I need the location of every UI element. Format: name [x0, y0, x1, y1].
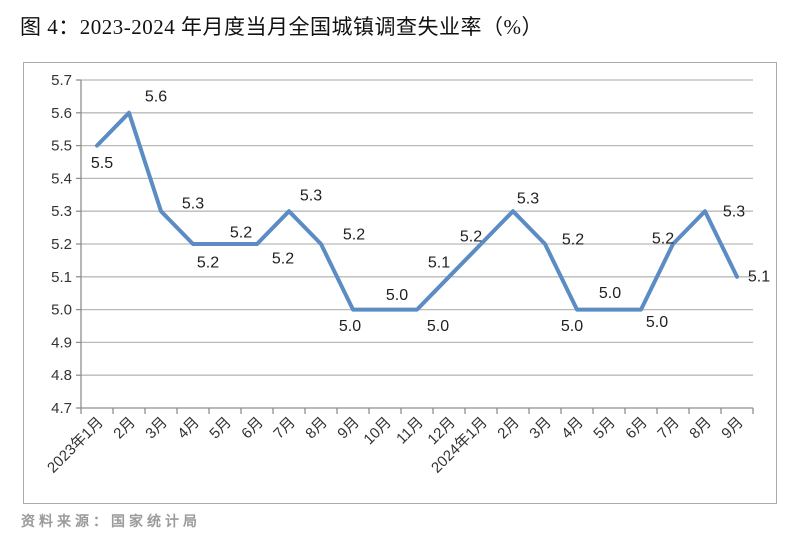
unemployment-rate-line-chart: 4.7 4.8 4.9 5.0 5.1 5.2 5.3 5.4 5.5 5.6 5.7 2023年1月…: [44, 72, 770, 477]
x-tick-label: 3月: [142, 414, 171, 443]
x-tick-label: 10月: [360, 414, 394, 448]
data-label: 5.0: [599, 285, 621, 302]
data-label: 5.0: [646, 314, 668, 331]
x-tick-label: 4月: [558, 414, 587, 443]
data-label: 5.3: [723, 204, 745, 221]
data-label: 5.0: [339, 318, 361, 335]
source-note: 资料来源：国家统计局: [21, 515, 201, 530]
x-tick-label: 8月: [686, 414, 715, 443]
y-tick-label: 4.7: [51, 400, 72, 417]
figure-title: 图 4：2023-2024 年月度当月全国城镇调查失业率（%）: [20, 15, 543, 39]
y-tick-label: 5.6: [51, 105, 72, 122]
x-tick-label: 2月: [494, 414, 523, 443]
y-tick-label: 4.9: [51, 334, 72, 351]
x-tick-label: 8月: [302, 414, 331, 443]
data-label: 5.1: [428, 254, 450, 271]
x-tick-label: 7月: [654, 414, 683, 443]
x-tick-label: 2月: [110, 414, 139, 443]
y-tick-label: 5.2: [51, 236, 72, 253]
chart-container: 4.7 4.8 4.9 5.0 5.1 5.2 5.3 5.4 5.5 5.6 5.7 2023年1月…: [23, 62, 777, 504]
x-tick-label: 5月: [590, 414, 619, 443]
data-label: 5.1: [748, 268, 770, 285]
x-tick-label: 6月: [622, 414, 651, 443]
x-tick-label: 11月: [393, 414, 427, 448]
data-label: 5.2: [272, 251, 294, 268]
data-label: 5.3: [182, 196, 204, 213]
data-label: 5.2: [652, 231, 674, 248]
data-label: 5.3: [300, 188, 322, 205]
y-tick-label: 5.7: [51, 72, 72, 89]
data-label: 5.3: [517, 191, 539, 208]
y-tick-label: 5.3: [51, 203, 72, 220]
x-tick-label: 9月: [718, 414, 747, 443]
x-tick-label: 2023年1月: [44, 414, 107, 477]
data-label: 5.0: [386, 287, 408, 304]
y-tick-label: 5.4: [51, 170, 72, 187]
data-label: 5.6: [145, 88, 167, 105]
x-tick-label: 3月: [526, 414, 555, 443]
data-label: 5.0: [427, 318, 449, 335]
x-tick-label: 9月: [334, 414, 363, 443]
data-label: 5.2: [460, 229, 482, 246]
series-line: [95, 110, 739, 312]
x-tick-label: 4月: [174, 414, 203, 443]
y-tick-label: 5.5: [51, 138, 72, 155]
data-label: 5.2: [343, 227, 365, 244]
data-label: 5.2: [230, 225, 252, 242]
y-tick-label: 5.1: [51, 269, 72, 286]
data-label: 5.5: [91, 155, 113, 172]
y-tick-label: 4.8: [51, 367, 72, 384]
x-tick-label: 7月: [270, 414, 299, 443]
y-tick-label: 5.0: [51, 302, 72, 319]
data-label: 5.0: [561, 318, 583, 335]
data-label: 5.2: [197, 255, 219, 272]
x-tick-label: 5月: [206, 414, 235, 443]
data-label: 5.2: [562, 232, 584, 249]
x-tick-label: 6月: [238, 414, 267, 443]
